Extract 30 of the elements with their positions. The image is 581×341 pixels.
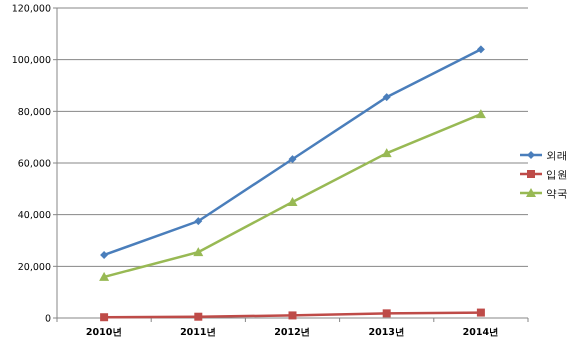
point bbox=[288, 197, 298, 206]
y-tick-label: 120,000 bbox=[12, 4, 51, 14]
y-tick-label: 40,000 bbox=[18, 210, 51, 222]
point bbox=[382, 309, 391, 318]
x-tick-label: 2014년 bbox=[462, 327, 500, 338]
y-tick-label: 60,000 bbox=[18, 158, 51, 170]
point bbox=[193, 247, 204, 256]
y-tick-label: 100,000 bbox=[12, 55, 51, 66]
x-tick-label: 2012년 bbox=[274, 327, 311, 338]
point bbox=[382, 148, 392, 158]
point bbox=[100, 250, 108, 259]
legend-label: 약국 bbox=[546, 188, 568, 200]
point bbox=[194, 217, 202, 226]
point bbox=[99, 272, 110, 281]
point bbox=[476, 308, 485, 317]
x-tick-label: 2011년 bbox=[180, 327, 217, 338]
legend-label: 외래 bbox=[546, 150, 568, 162]
y-tick-label: 0 bbox=[44, 314, 51, 324]
point bbox=[382, 93, 391, 102]
point bbox=[476, 45, 485, 54]
point bbox=[476, 109, 486, 118]
x-tick-label: 2010년 bbox=[86, 327, 122, 338]
legend-label: 입원 bbox=[546, 169, 568, 181]
y-tick-label: 20,000 bbox=[18, 262, 51, 273]
x-tick-label: 2013년 bbox=[368, 327, 405, 338]
y-tick-label: 80,000 bbox=[18, 106, 51, 118]
point bbox=[288, 311, 296, 320]
point bbox=[194, 312, 202, 321]
point bbox=[100, 313, 108, 322]
point bbox=[288, 155, 296, 164]
